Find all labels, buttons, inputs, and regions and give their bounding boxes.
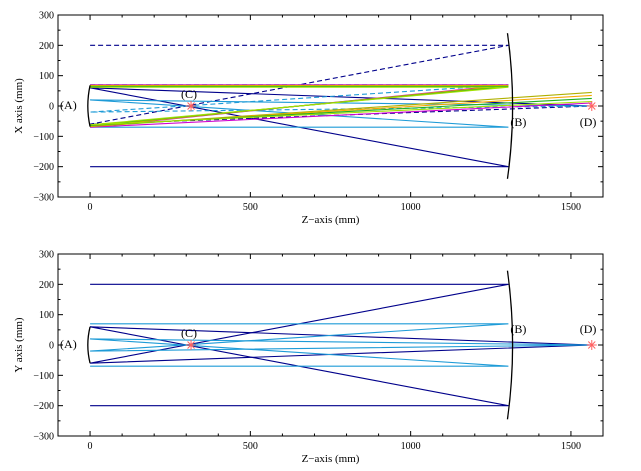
x-tick-label: 0 bbox=[88, 441, 93, 452]
y-tick-label: −200 bbox=[33, 401, 54, 412]
y-tick-label: 200 bbox=[39, 280, 54, 291]
chart-panel: (A) (C) (B) (D) 0 500 1000 1500 −300 −200 −100 0 100… bbox=[13, 11, 604, 226]
x-tick-label: 1500 bbox=[561, 441, 581, 452]
y-tick-label: 0 bbox=[49, 341, 54, 352]
y-tick-label: −100 bbox=[33, 132, 54, 143]
x-axis-title: Z−axis (mm) bbox=[302, 453, 360, 465]
y-tick-label: −300 bbox=[33, 193, 54, 204]
point-label: (A) bbox=[60, 337, 77, 351]
point-label: (C) bbox=[181, 326, 197, 340]
point-label: (B) bbox=[510, 115, 526, 129]
point-label: (A) bbox=[60, 98, 77, 112]
x-tick-label: 500 bbox=[243, 441, 258, 452]
ray-series bbox=[90, 338, 592, 367]
plot-frame bbox=[57, 253, 604, 437]
ray-series bbox=[89, 44, 592, 125]
y-tick-label: 300 bbox=[39, 250, 54, 261]
x-tick-label: 1000 bbox=[401, 202, 421, 213]
y-tick-label: 0 bbox=[49, 102, 54, 113]
secondary-mirror bbox=[87, 326, 91, 364]
y-axis-title: X axis (mm) bbox=[13, 78, 25, 134]
y-tick-label: 100 bbox=[39, 71, 54, 82]
point-marker bbox=[586, 101, 597, 111]
point-marker bbox=[586, 340, 597, 350]
point-marker bbox=[186, 340, 197, 350]
y-tick-label: 100 bbox=[39, 310, 54, 321]
y-axis-title: Y axis (mm) bbox=[13, 317, 25, 373]
ray-series bbox=[90, 84, 592, 113]
ray-series bbox=[90, 323, 592, 352]
plot-area bbox=[87, 33, 592, 179]
point-marker bbox=[186, 101, 197, 111]
y-tick-label: −200 bbox=[33, 162, 54, 173]
point-label: (D) bbox=[580, 115, 597, 129]
y-tick-label: −300 bbox=[33, 432, 54, 443]
primary-mirror bbox=[506, 33, 514, 179]
primary-mirror bbox=[506, 270, 514, 420]
chart-panel: (A) (C) (B) (D) 0 500 1000 1500 −300 −200 −100 0 100… bbox=[13, 250, 604, 465]
point-label: (B) bbox=[510, 322, 526, 336]
point-label: (C) bbox=[181, 87, 197, 101]
ray-series bbox=[90, 86, 592, 126]
point-label: (D) bbox=[580, 322, 597, 336]
y-tick-label: 200 bbox=[39, 41, 54, 52]
x-tick-label: 500 bbox=[243, 202, 258, 213]
x-tick-label: 1000 bbox=[401, 441, 421, 452]
secondary-mirror bbox=[87, 85, 91, 127]
plot-area bbox=[87, 270, 592, 420]
x-axis-title: Z−axis (mm) bbox=[302, 214, 360, 226]
x-tick-label: 1500 bbox=[561, 202, 581, 213]
y-tick-label: −100 bbox=[33, 371, 54, 382]
x-tick-label: 0 bbox=[88, 202, 93, 213]
y-tick-label: 300 bbox=[39, 11, 54, 22]
